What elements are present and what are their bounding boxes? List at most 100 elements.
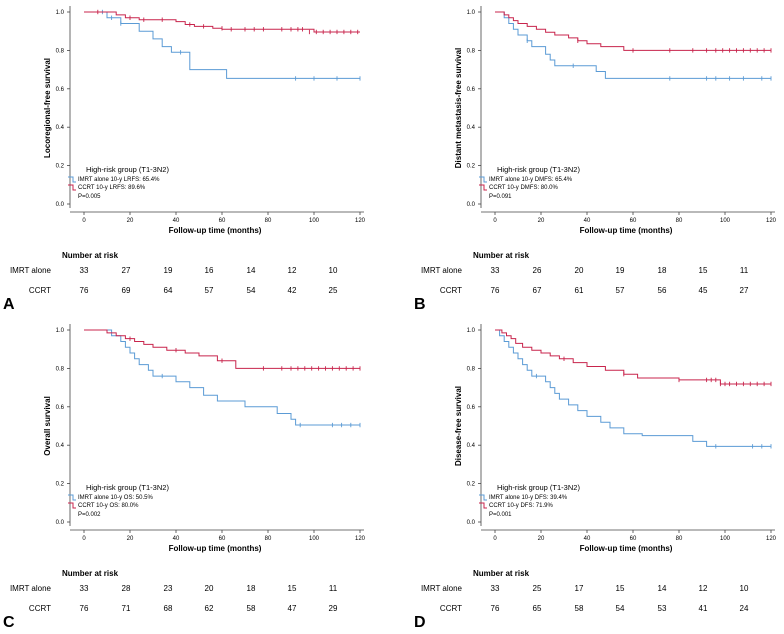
legend-entry: CCRT 10-y DFS: 71.9% bbox=[489, 503, 553, 509]
risk-header: Number at risk bbox=[473, 569, 530, 578]
risk-row-label: CCRT bbox=[440, 604, 462, 613]
legend-title: High-risk group (T1-3N2) bbox=[86, 165, 169, 174]
risk-row-label: CCRT bbox=[29, 286, 51, 295]
y-tick-label: 0.8 bbox=[467, 48, 476, 54]
x-tick-label: 60 bbox=[630, 536, 637, 542]
legend-entry: IMRT alone 10-y DFS: 39.4% bbox=[489, 495, 568, 501]
x-tick-label: 20 bbox=[538, 536, 545, 542]
legend-swatch bbox=[479, 502, 487, 509]
y-tick-label: 1.0 bbox=[467, 328, 476, 334]
risk-count: 56 bbox=[658, 286, 667, 295]
x-tick-label: 0 bbox=[493, 536, 497, 542]
panel-letter: C bbox=[3, 614, 15, 631]
risk-count: 76 bbox=[80, 604, 89, 613]
km-curve-imrt bbox=[84, 329, 360, 426]
risk-count: 53 bbox=[658, 604, 667, 613]
legend-entry: CCRT 10-y OS: 80.0% bbox=[78, 503, 139, 509]
legend-swatch bbox=[479, 176, 487, 183]
risk-count: 76 bbox=[491, 286, 500, 295]
km-curve-imrt bbox=[495, 329, 771, 447]
y-tick-label: 1.0 bbox=[467, 10, 476, 16]
risk-count: 19 bbox=[164, 266, 173, 275]
legend-swatch bbox=[479, 184, 487, 191]
risk-count: 29 bbox=[329, 604, 338, 613]
risk-count: 28 bbox=[122, 584, 131, 593]
x-axis-title: Follow-up time (months) bbox=[580, 544, 673, 553]
risk-count: 71 bbox=[122, 604, 131, 613]
x-tick-label: 40 bbox=[584, 536, 591, 542]
x-tick-label: 80 bbox=[676, 536, 683, 542]
panel-b: 0.0 0.2 0.4 0.6 0.8 1.0 0 20 40 60 80 100 120 Follow-… bbox=[414, 6, 777, 313]
x-axis-title: Follow-up time (months) bbox=[169, 226, 262, 235]
p-value: P=0.002 bbox=[78, 512, 101, 518]
y-tick-label: 0.4 bbox=[56, 443, 65, 449]
x-tick-label: 20 bbox=[127, 536, 134, 542]
x-tick-label: 0 bbox=[82, 536, 86, 542]
y-tick-label: 0.2 bbox=[56, 482, 65, 488]
x-tick-label: 40 bbox=[173, 218, 180, 224]
legend-swatch bbox=[68, 502, 76, 509]
y-tick-label: 0.6 bbox=[56, 87, 65, 93]
x-tick-label: 60 bbox=[219, 536, 226, 542]
x-tick-label: 120 bbox=[766, 536, 777, 542]
km-curve-imrt bbox=[495, 11, 771, 79]
risk-count: 54 bbox=[616, 604, 625, 613]
risk-count: 54 bbox=[247, 286, 256, 295]
panel-letter: A bbox=[3, 296, 15, 313]
x-tick-label: 60 bbox=[219, 218, 226, 224]
x-tick-label: 100 bbox=[309, 536, 320, 542]
y-tick-label: 0.8 bbox=[467, 366, 476, 372]
legend-title: High-risk group (T1-3N2) bbox=[86, 483, 169, 492]
risk-count: 58 bbox=[247, 604, 256, 613]
legend-entry: IMRT alone 10-y OS: 50.5% bbox=[78, 495, 153, 501]
legend-swatch bbox=[479, 494, 487, 501]
risk-count: 33 bbox=[80, 584, 89, 593]
legend-entry: IMRT alone 10-y LRFS: 65.4% bbox=[78, 177, 160, 183]
risk-row-label: IMRT alone bbox=[421, 584, 463, 593]
legend-title: High-risk group (T1-3N2) bbox=[497, 483, 580, 492]
risk-count: 62 bbox=[205, 604, 214, 613]
risk-count: 15 bbox=[616, 584, 625, 593]
risk-count: 10 bbox=[740, 584, 749, 593]
y-tick-label: 0.0 bbox=[467, 520, 476, 526]
panel-letter: B bbox=[414, 296, 426, 313]
x-tick-label: 60 bbox=[630, 218, 637, 224]
risk-row-label: IMRT alone bbox=[421, 266, 463, 275]
legend-title: High-risk group (T1-3N2) bbox=[497, 165, 580, 174]
risk-count: 57 bbox=[205, 286, 214, 295]
x-tick-label: 120 bbox=[766, 218, 777, 224]
km-curve-ccrt bbox=[84, 329, 360, 369]
risk-count: 25 bbox=[533, 584, 542, 593]
legend-entry: CCRT 10-y DMFS: 80.0% bbox=[489, 185, 558, 191]
x-tick-label: 80 bbox=[265, 218, 272, 224]
km-curve-ccrt bbox=[495, 329, 771, 385]
panel-a: 0.0 0.2 0.4 0.6 0.8 1.0 0 20 40 60 80 100 120 Follow-… bbox=[3, 6, 366, 313]
y-axis-title: Overall survival bbox=[43, 396, 52, 456]
y-tick-label: 1.0 bbox=[56, 328, 65, 334]
risk-count: 27 bbox=[740, 286, 749, 295]
x-tick-label: 120 bbox=[355, 218, 366, 224]
risk-count: 67 bbox=[533, 286, 542, 295]
x-tick-label: 0 bbox=[82, 218, 86, 224]
y-axis-title: Locoregional-free survival bbox=[43, 58, 52, 158]
risk-count: 19 bbox=[616, 266, 625, 275]
x-tick-label: 0 bbox=[493, 218, 497, 224]
y-tick-label: 0.2 bbox=[467, 482, 476, 488]
risk-count: 20 bbox=[575, 266, 584, 275]
risk-count: 15 bbox=[699, 266, 708, 275]
risk-count: 11 bbox=[740, 266, 749, 275]
risk-count: 33 bbox=[491, 266, 500, 275]
risk-count: 76 bbox=[80, 286, 89, 295]
risk-count: 11 bbox=[329, 584, 338, 593]
y-tick-label: 0.4 bbox=[467, 443, 476, 449]
y-tick-label: 0.2 bbox=[467, 164, 476, 170]
risk-header: Number at risk bbox=[62, 251, 119, 260]
risk-count: 18 bbox=[247, 584, 256, 593]
legend-swatch bbox=[68, 176, 76, 183]
risk-count: 12 bbox=[699, 584, 708, 593]
risk-count: 33 bbox=[491, 584, 500, 593]
risk-count: 65 bbox=[533, 604, 542, 613]
x-tick-label: 120 bbox=[355, 536, 366, 542]
x-tick-label: 80 bbox=[676, 218, 683, 224]
risk-header: Number at risk bbox=[62, 569, 119, 578]
